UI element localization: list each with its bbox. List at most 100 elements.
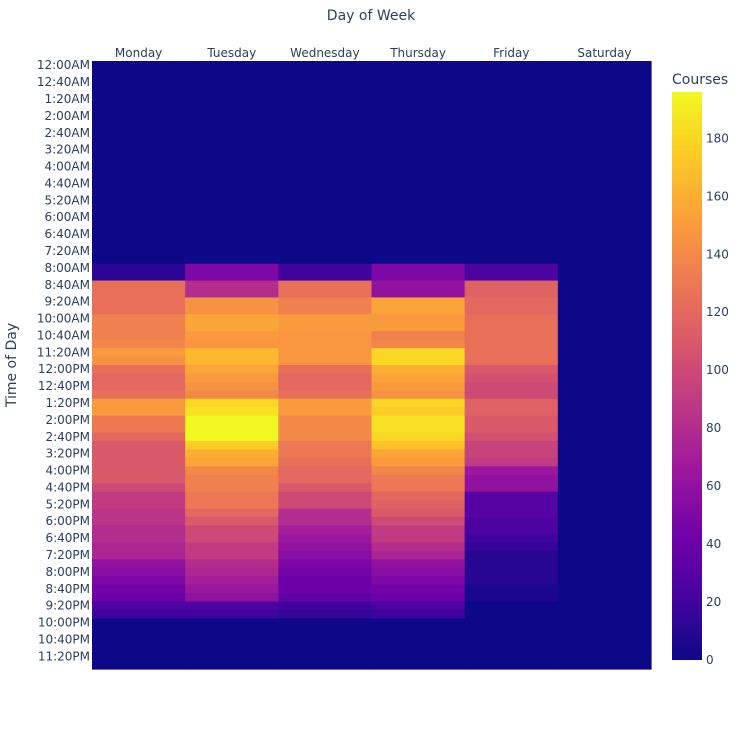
heatmap-cell	[557, 204, 652, 214]
heatmap-cell	[557, 162, 652, 172]
heatmap-cell	[464, 69, 559, 79]
heatmap-cell	[464, 272, 559, 282]
heatmap-cell	[278, 618, 373, 628]
heatmap-cell	[278, 153, 373, 163]
y-tick-label: 7:20PM	[45, 548, 90, 562]
heatmap-cell	[278, 424, 373, 434]
heatmap-cell	[278, 474, 373, 484]
heatmap-cell	[557, 103, 652, 113]
heatmap-cell	[92, 491, 186, 501]
heatmap-cell	[557, 94, 652, 104]
heatmap-cell	[185, 660, 279, 670]
y-tick-label: 4:00PM	[45, 464, 90, 478]
heatmap-cell	[92, 601, 186, 611]
heatmap-cell	[464, 61, 559, 71]
x-tick-labels: Monday Tuesday Wednesday Thursday Friday Satu…	[115, 46, 632, 60]
heatmap-cell	[371, 491, 466, 501]
heatmap-cell	[278, 86, 373, 96]
heatmap-cell	[557, 660, 652, 670]
heatmap-cell	[92, 94, 186, 104]
heatmap-cell	[278, 457, 373, 467]
heatmap-cell	[92, 103, 186, 113]
heatmap-cell	[185, 474, 279, 484]
heatmap-cell	[371, 550, 466, 560]
heatmap-cell	[92, 179, 186, 189]
heatmap-cell	[464, 643, 559, 653]
y-tick-label: 4:00AM	[44, 160, 90, 174]
heatmap-cell	[464, 415, 559, 425]
heatmap-cell	[278, 601, 373, 611]
heatmap-cell	[185, 137, 279, 147]
heatmap-cell	[92, 263, 186, 273]
heatmap-cell	[185, 593, 279, 603]
heatmap-cell	[278, 314, 373, 324]
heatmap-cell	[464, 533, 559, 543]
heatmap-cell	[185, 584, 279, 594]
heatmap-cell	[464, 660, 559, 670]
y-tick-label: 10:40AM	[37, 328, 90, 342]
heatmap-cell	[185, 373, 279, 383]
heatmap-cell	[557, 567, 652, 577]
heatmap-cell	[278, 280, 373, 290]
heatmap-cell	[92, 162, 186, 172]
heatmap-cell	[92, 373, 186, 383]
y-tick-label: 6:00PM	[45, 514, 90, 528]
heatmap-cell	[92, 643, 186, 653]
heatmap-cell	[92, 111, 186, 121]
heatmap-cell	[278, 213, 373, 223]
heatmap-cell	[464, 381, 559, 391]
heatmap-cell	[557, 339, 652, 349]
y-tick-label: 1:20AM	[44, 92, 90, 106]
heatmap-cell	[92, 145, 186, 155]
heatmap-cell	[185, 466, 279, 476]
heatmap-cell	[92, 196, 186, 206]
heatmap-cell	[557, 415, 652, 425]
heatmap-cell	[278, 626, 373, 636]
heatmap-cell	[464, 466, 559, 476]
heatmap-cell	[557, 441, 652, 451]
heatmap-cell	[278, 348, 373, 358]
heatmap-cell	[371, 626, 466, 636]
heatmap-cell	[371, 77, 466, 87]
heatmap-cell	[185, 61, 279, 71]
heatmap-cell	[278, 660, 373, 670]
heatmap-cell	[464, 593, 559, 603]
heatmap-cell	[185, 398, 279, 408]
heatmap-cell	[278, 449, 373, 459]
heatmap-cells	[92, 61, 652, 670]
heatmap-cell	[371, 407, 466, 417]
heatmap-cell	[92, 517, 186, 527]
heatmap-cell	[371, 339, 466, 349]
heatmap-cell	[278, 533, 373, 543]
heatmap-cell	[185, 314, 279, 324]
heatmap-cell	[464, 331, 559, 341]
heatmap-cell	[185, 500, 279, 510]
heatmap-cell	[464, 576, 559, 586]
heatmap-cell	[464, 542, 559, 552]
y-tick-label: 11:20PM	[38, 649, 90, 663]
heatmap-cell	[278, 297, 373, 307]
colorbar-title: Courses	[672, 72, 728, 88]
heatmap-cell	[185, 103, 279, 113]
heatmap-cell	[557, 390, 652, 400]
heatmap-cell	[92, 69, 186, 79]
heatmap-cell	[371, 618, 466, 628]
heatmap-cell	[185, 187, 279, 197]
heatmap-cell	[278, 356, 373, 366]
heatmap-cell	[371, 153, 466, 163]
heatmap-cell	[92, 280, 186, 290]
heatmap-cell	[557, 111, 652, 121]
heatmap-cell	[371, 103, 466, 113]
heatmap-cell	[557, 533, 652, 543]
x-tick-label: Tuesday	[206, 46, 256, 60]
heatmap-cell	[557, 517, 652, 527]
heatmap-cell	[464, 120, 559, 130]
heatmap-cell	[464, 263, 559, 273]
heatmap-cell	[557, 322, 652, 332]
heatmap-cell	[371, 238, 466, 248]
heatmap-cell	[371, 246, 466, 256]
heatmap-cell	[92, 567, 186, 577]
heatmap-cell	[557, 221, 652, 231]
heatmap-cell	[464, 441, 559, 451]
heatmap-cell	[185, 145, 279, 155]
